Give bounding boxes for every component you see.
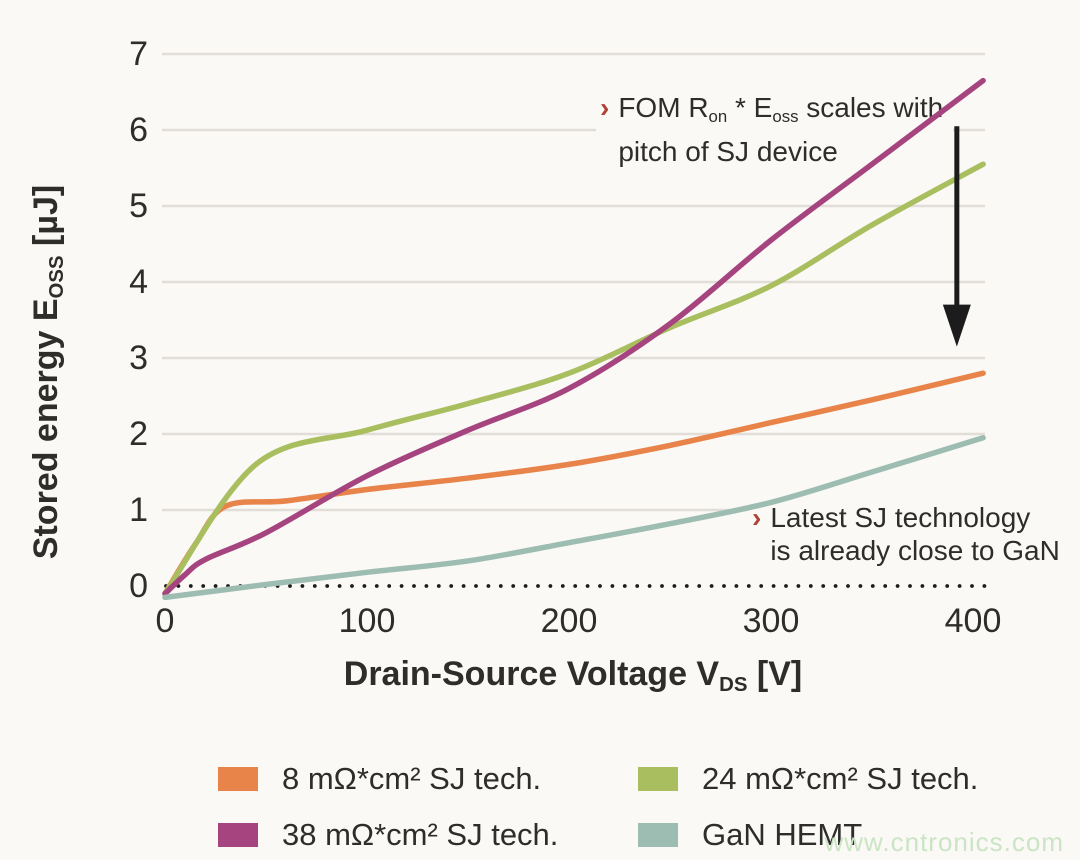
y-tick-label-4: 4 (129, 263, 148, 301)
annotation-fom-sub-oss: oss (772, 107, 799, 127)
annotation-fom-line1: FOM Ron * Eoss scales with (618, 90, 943, 134)
annotation-fom-text: FOM R (618, 92, 709, 123)
legend-item-24mohm-sj: 24 mΩ*cm² SJ tech. (638, 751, 978, 807)
x-axis-title: Drain-Source Voltage VDS [V] (344, 655, 802, 697)
legend-swatch-8mohm (218, 767, 258, 791)
legend-item-gan-hemt: GaN HEMT (638, 807, 978, 860)
legend-label-gan: GaN HEMT (702, 817, 863, 852)
annotation-fom-text: * E (727, 92, 773, 123)
annotation-fom-line2: pitch of SJ device (618, 136, 838, 168)
annotation-bullet-icon: › (752, 502, 762, 533)
y-tick-label-6: 6 (129, 111, 148, 149)
x-axis-title-text: Drain-Source Voltage V (343, 655, 720, 693)
legend-label-38mohm: 38 mΩ*cm² SJ tech. (282, 817, 559, 852)
annotation-bullet-icon: › (600, 92, 610, 123)
y-tick-label-2: 2 (129, 415, 148, 453)
y-tick-label-3: 3 (129, 339, 148, 377)
legend-label-24mohm: 24 mΩ*cm² SJ tech. (702, 761, 979, 796)
chart-legend: 8 mΩ*cm² SJ tech. 24 mΩ*cm² SJ tech. 38 … (218, 751, 978, 860)
y-tick-label-1: 1 (129, 491, 148, 529)
legend-swatch-gan (638, 823, 678, 847)
x-tick-label-200: 200 (540, 602, 598, 640)
legend-label-8mohm: 8 mΩ*cm² SJ tech. (282, 761, 542, 796)
legend-item-38mohm-sj: 38 mΩ*cm² SJ tech. (218, 807, 638, 860)
x-tick-label-100: 100 (338, 602, 396, 640)
x-axis-title-units: [V] (747, 655, 803, 693)
x-tick-label-0: 0 (155, 602, 175, 640)
annotation-gan-line1: Latest SJ technology (770, 502, 1031, 533)
annotation-fom-text: scales with (798, 92, 944, 123)
annotation-gan-line2: is already close to GaN (770, 535, 1060, 566)
y-tick-label-0: 0 (129, 567, 148, 605)
y-tick-label-5: 5 (129, 187, 148, 225)
legend-swatch-24mohm (638, 767, 678, 791)
y-tick-label-7: 7 (129, 35, 148, 73)
annotation-fom-sub-on: on (708, 107, 728, 127)
x-tick-label-300: 300 (742, 602, 800, 640)
x-tick-label-400: 400 (944, 602, 1002, 640)
annotation-sj-close-to-gan: › Latest SJ technology is already close to… (748, 499, 1070, 571)
legend-item-8mohm-sj: 8 mΩ*cm² SJ tech. (218, 751, 638, 807)
annotation-fom-scaling: › FOM Ron * Eoss scales with pitch of SJ d… (596, 88, 954, 174)
watermark: www.cntronics.com (824, 827, 1064, 857)
legend-swatch-38mohm (218, 823, 258, 847)
x-axis-title-subscript: DS (719, 674, 748, 697)
